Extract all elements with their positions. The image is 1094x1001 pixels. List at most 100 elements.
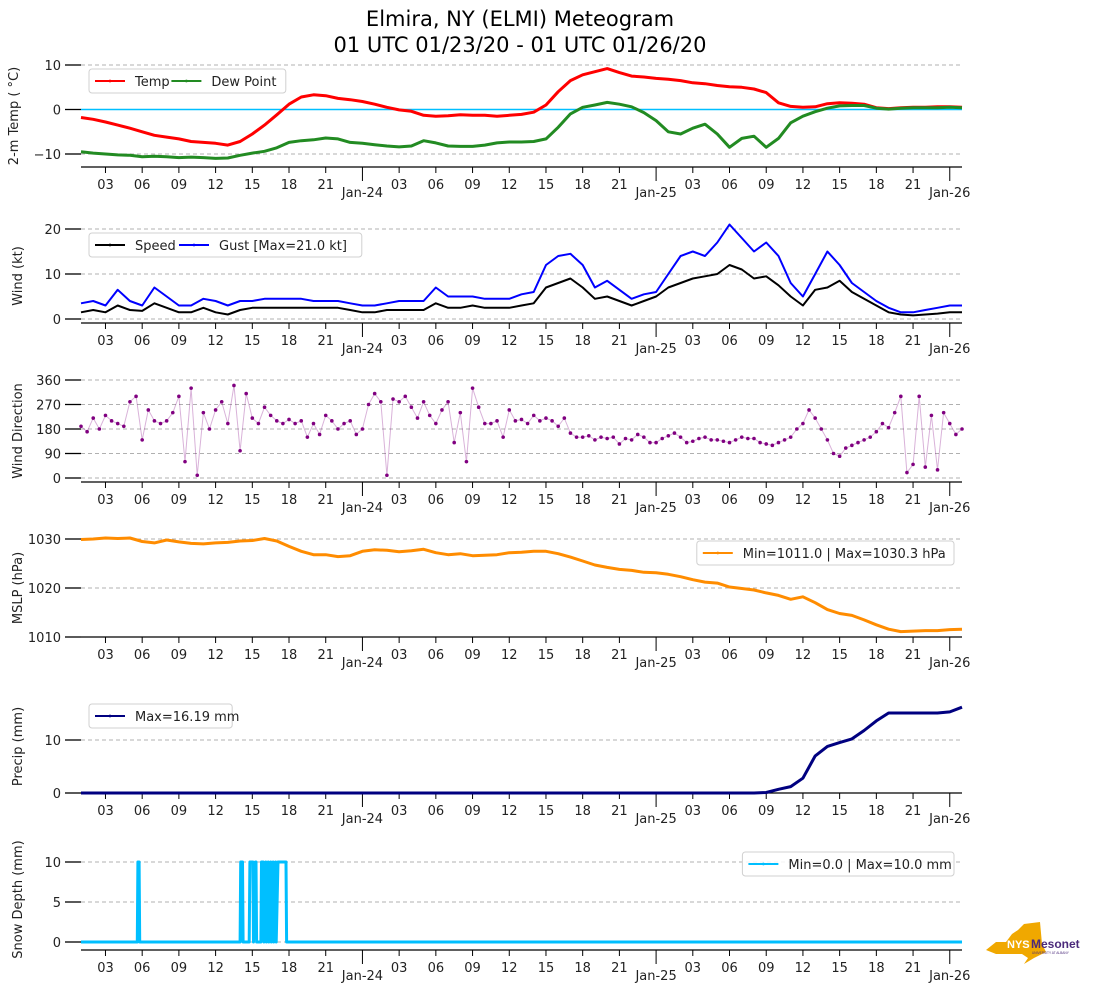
- data-point: [109, 419, 114, 423]
- data-point: [544, 416, 548, 420]
- x-tick-label: 21: [905, 334, 922, 349]
- logo-brand-text: Mesonet: [1031, 937, 1080, 951]
- legend: Min=1011.0 | Max=1030.3 hPa: [696, 540, 955, 566]
- data-point: [892, 410, 897, 415]
- data-point: [256, 421, 261, 426]
- legend-label: Temp: [134, 75, 170, 90]
- legend-marker: [762, 862, 765, 866]
- x-date-label: Jan-26: [928, 969, 970, 984]
- x-tick-label: 06: [428, 804, 445, 819]
- data-point: [311, 421, 316, 426]
- data-point: [568, 431, 573, 435]
- x-tick-label: 18: [868, 961, 885, 976]
- data-point: [103, 413, 108, 418]
- y-tick-label: 180: [36, 423, 61, 438]
- data-point: [287, 417, 291, 422]
- y-tick-label: 10: [44, 59, 61, 74]
- x-tick-label: 21: [317, 648, 334, 663]
- x-tick-label: 18: [868, 178, 885, 193]
- x-date-label: Jan-26: [928, 656, 970, 671]
- y-tick-label: 10: [44, 734, 61, 749]
- data-point: [177, 394, 181, 399]
- data-point: [868, 435, 873, 439]
- title-line-period: 01 UTC 01/23/20 - 01 UTC 01/26/20: [333, 33, 707, 57]
- x-tick-label: 12: [501, 334, 518, 349]
- x-tick-label: 12: [207, 334, 224, 349]
- x-tick-label: 09: [758, 178, 775, 193]
- x-tick-label: 03: [391, 961, 408, 976]
- legend-label: Gust [Max=21.0 kt]: [219, 239, 347, 254]
- data-point: [452, 440, 457, 445]
- x-tick-label: 06: [721, 648, 738, 663]
- data-point: [213, 408, 218, 412]
- data-point: [232, 383, 236, 388]
- data-point: [427, 413, 432, 418]
- data-point: [599, 435, 603, 439]
- x-tick-label: 15: [831, 178, 848, 193]
- chart-title: Elmira, NY (ELMI) Meteogram 01 UTC 01/23…: [0, 6, 1040, 58]
- legend: Speed Gust [Max=21.0 kt]: [88, 232, 363, 258]
- data-point: [556, 424, 561, 429]
- x-tick-label: 21: [611, 334, 628, 349]
- x-tick-label: 15: [244, 493, 261, 508]
- x-tick-label: 12: [795, 804, 812, 819]
- data-point: [648, 440, 652, 445]
- data-point: [795, 427, 799, 431]
- x-tick-label: 09: [464, 961, 481, 976]
- x-tick-label: 12: [207, 493, 224, 508]
- legend-label: Min=0.0 | Max=10.0 mm: [788, 858, 951, 873]
- data-point: [960, 427, 964, 431]
- x-tick-label: 03: [97, 334, 114, 349]
- logo-sub-text: UNIVERSITY AT ALBANY: [1032, 951, 1070, 955]
- data-point: [843, 446, 848, 450]
- data-point: [538, 419, 542, 423]
- x-date-label: Jan-25: [634, 812, 676, 827]
- title-line-station: Elmira, NY (ELMI) Meteogram: [365, 7, 675, 31]
- data-point: [703, 435, 707, 439]
- data-point: [672, 431, 677, 435]
- panel-precip: 0 10 03 06 09 12 15 18 21 03 06 09 12 15 18 21 03 06 09 12 1…: [11, 703, 970, 827]
- data-point: [929, 413, 934, 418]
- x-tick-label: 15: [538, 178, 555, 193]
- data-point: [660, 436, 665, 441]
- x-tick-label: 12: [795, 178, 812, 193]
- legend-marker: [108, 79, 112, 83]
- y-tick-label: 0: [53, 787, 61, 802]
- legend-label: Speed: [135, 239, 176, 254]
- x-tick-label: 12: [501, 648, 518, 663]
- data-point: [244, 391, 248, 396]
- legend-marker: [108, 714, 112, 718]
- x-tick-label: 03: [685, 178, 702, 193]
- x-tick-label: 18: [281, 178, 298, 193]
- x-tick-label: 09: [464, 334, 481, 349]
- x-tick-label: 21: [611, 648, 628, 663]
- x-tick-label: 06: [134, 804, 151, 819]
- data-point: [476, 405, 481, 410]
- data-point: [513, 419, 518, 423]
- x-tick-label: 21: [317, 334, 334, 349]
- data-point: [501, 435, 505, 439]
- x-tick-label: 18: [868, 804, 885, 819]
- x-tick-label: 21: [317, 961, 334, 976]
- y-tick-label: 0: [53, 313, 61, 328]
- x-tick-label: 06: [134, 961, 151, 976]
- data-point: [593, 438, 597, 442]
- x-tick-label: 15: [831, 648, 848, 663]
- data-point: [611, 435, 616, 439]
- data-point: [562, 416, 567, 420]
- y-tick-label: 10: [44, 856, 61, 871]
- x-tick-label: 21: [317, 804, 334, 819]
- data-point: [403, 394, 408, 399]
- x-tick-label: 03: [391, 648, 408, 663]
- data-point: [788, 435, 793, 439]
- x-tick-label: 18: [574, 961, 591, 976]
- data-point: [421, 399, 426, 404]
- x-tick-label: 12: [207, 648, 224, 663]
- x-tick-label: 09: [171, 334, 188, 349]
- data-point: [574, 435, 579, 439]
- data-point: [97, 427, 102, 431]
- data-point: [776, 440, 781, 445]
- x-tick-label: 03: [391, 804, 408, 819]
- legend-box: [741, 851, 955, 877]
